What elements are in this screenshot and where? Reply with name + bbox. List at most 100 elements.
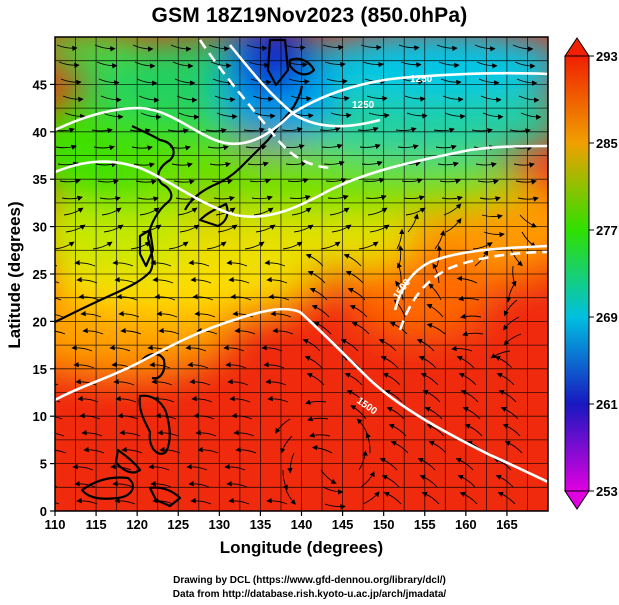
streamline — [73, 361, 95, 369]
streamline — [323, 160, 345, 167]
streamline — [518, 95, 540, 103]
streamline — [252, 95, 274, 102]
streamline — [59, 178, 81, 184]
credit-drawing: Drawing by DCL (https://www.gfd-dennou.o… — [173, 575, 446, 586]
streamline — [438, 61, 460, 69]
streamline — [361, 160, 383, 167]
streamline — [206, 241, 227, 250]
streamline — [401, 178, 423, 184]
streamline — [474, 44, 496, 52]
x-tick-label: 155 — [414, 517, 436, 532]
streamline — [381, 474, 400, 488]
streamline — [207, 145, 229, 151]
streamline — [235, 446, 257, 454]
streamline — [197, 446, 219, 454]
streamline — [81, 429, 103, 437]
streamline — [214, 95, 236, 103]
streamline — [426, 304, 444, 318]
streamline — [500, 406, 519, 420]
streamline — [358, 241, 379, 250]
coastlines — [55, 38, 316, 508]
streamline — [322, 44, 344, 51]
streamline — [55, 281, 60, 284]
streamline — [472, 242, 493, 250]
streamline — [456, 355, 475, 369]
chart-title: GSM 18Z19Nov2023 (850.0hPa) — [151, 4, 468, 27]
streamline — [403, 195, 425, 201]
streamline — [249, 178, 271, 184]
streamline — [57, 161, 79, 167]
streamline — [254, 112, 276, 119]
streamline — [405, 207, 426, 216]
streamline — [290, 95, 312, 102]
streamline — [98, 78, 120, 86]
streamline — [422, 389, 441, 403]
streamline — [34, 348, 54, 351]
streamline — [363, 177, 385, 184]
contour-label: 1250 — [410, 74, 433, 85]
streamline — [420, 372, 439, 386]
streamline — [302, 338, 321, 352]
streamline — [388, 423, 407, 437]
streamline — [424, 406, 443, 420]
colorbar-tick-label: 293 — [596, 49, 618, 64]
streamline — [79, 412, 101, 420]
streamline — [443, 203, 462, 216]
streamline — [93, 145, 115, 151]
streamline — [480, 95, 502, 103]
streamline — [95, 162, 117, 168]
colorbar-tick-label: 277 — [596, 223, 618, 238]
streamline — [266, 276, 288, 284]
streamline — [395, 127, 417, 133]
streamline — [157, 429, 179, 437]
streamline — [55, 432, 65, 437]
streamline — [287, 178, 309, 184]
streamline — [396, 228, 405, 250]
streamline — [305, 253, 324, 267]
streamline — [340, 338, 359, 352]
streamline — [270, 310, 292, 318]
streamline — [170, 44, 192, 52]
streamline — [362, 61, 384, 68]
streamline — [349, 304, 368, 318]
y-tick-label: 5 — [40, 457, 47, 472]
streamline — [190, 497, 212, 505]
colorbar-lower-cap — [564, 490, 590, 510]
streamline — [442, 95, 464, 103]
streamline — [268, 293, 290, 301]
streamline — [416, 338, 435, 352]
streamline — [186, 463, 208, 471]
streamline — [210, 61, 232, 69]
streamline — [328, 95, 350, 102]
streamline — [404, 95, 426, 102]
streamline — [167, 128, 189, 134]
streamline — [327, 194, 349, 201]
streamline — [326, 78, 348, 85]
streamline — [325, 177, 347, 184]
streamline — [191, 395, 213, 403]
streamline — [94, 44, 116, 52]
streamline — [253, 207, 274, 216]
y-tick-label: 35 — [33, 172, 47, 187]
streamline — [140, 112, 162, 120]
streamline — [230, 293, 252, 301]
streamline — [97, 179, 119, 185]
x-tick-label: 165 — [496, 517, 518, 532]
streamline — [460, 389, 479, 403]
streamline — [432, 263, 440, 284]
streamline — [114, 497, 136, 505]
streamline — [437, 161, 459, 167]
streamline — [503, 316, 520, 331]
streamline — [209, 162, 231, 168]
streamline — [247, 161, 269, 167]
streamline — [103, 224, 124, 233]
streamline — [519, 214, 538, 228]
streamline — [228, 276, 250, 284]
x-tick-label: 115 — [86, 517, 107, 532]
streamline — [444, 112, 466, 120]
streamline — [55, 314, 64, 318]
y-tick-label: 15 — [33, 362, 47, 377]
streamline — [248, 61, 270, 68]
streamline — [330, 112, 352, 119]
